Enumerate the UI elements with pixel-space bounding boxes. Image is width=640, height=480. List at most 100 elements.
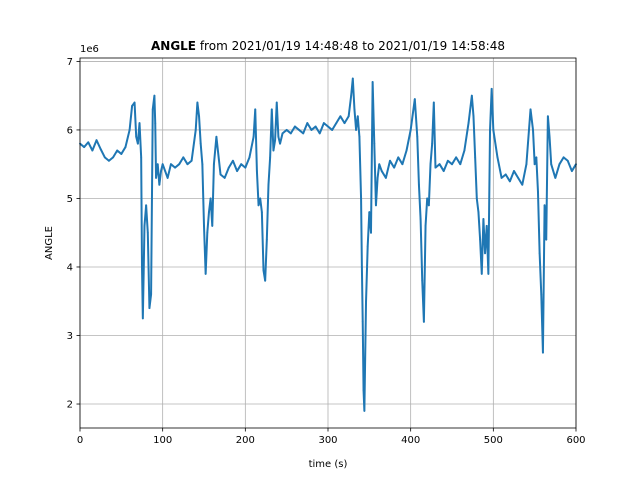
data-point — [131, 105, 133, 107]
data-point — [112, 156, 114, 159]
data-point — [361, 320, 364, 323]
data-point — [257, 204, 260, 207]
data-point — [141, 266, 143, 268]
data-point — [156, 163, 159, 166]
data-point — [182, 156, 185, 159]
data-point — [529, 108, 532, 111]
data-point — [215, 135, 218, 138]
data-point — [540, 293, 543, 296]
data-point — [550, 163, 553, 166]
y-offset-label: 1e6 — [80, 44, 99, 55]
data-point — [496, 156, 499, 159]
data-point — [489, 129, 491, 131]
data-point — [558, 163, 561, 166]
data-point — [427, 204, 430, 207]
data-point — [135, 135, 138, 138]
data-point — [314, 125, 317, 128]
data-point — [434, 166, 437, 169]
x-tick-label: 400 — [401, 435, 420, 446]
data-point — [208, 211, 210, 214]
data-point — [211, 224, 214, 227]
data-point — [472, 115, 475, 118]
data-point — [120, 153, 123, 155]
data-point — [103, 156, 106, 159]
data-point — [480, 272, 483, 275]
data-point — [259, 197, 262, 200]
data-point — [347, 115, 350, 118]
data-point — [397, 156, 400, 159]
data-point — [419, 218, 422, 220]
data-point — [277, 135, 280, 138]
data-point — [236, 170, 238, 172]
data-point — [170, 163, 172, 166]
data-point — [248, 156, 251, 159]
series-line-0 — [79, 77, 577, 412]
y-axis-label: ANGLE — [44, 226, 55, 260]
data-point — [424, 224, 427, 227]
data-point — [275, 101, 278, 104]
data-point — [322, 122, 325, 124]
data-point — [223, 177, 226, 179]
data-point — [525, 163, 528, 166]
data-point — [285, 129, 288, 131]
data-point — [335, 122, 338, 124]
data-point — [260, 211, 263, 214]
data-point — [358, 135, 361, 138]
data-point — [151, 108, 154, 111]
data-point — [570, 170, 573, 172]
data-point — [194, 129, 197, 131]
data-point — [384, 177, 387, 179]
x-tick-label: 300 — [318, 435, 337, 446]
y-tick-label: 6 — [67, 125, 73, 136]
y-tick-label: 3 — [67, 331, 73, 342]
data-point — [289, 132, 292, 135]
data-point — [438, 163, 441, 166]
data-point — [294, 125, 296, 128]
data-point — [373, 142, 376, 145]
data-point — [302, 132, 305, 135]
data-point — [380, 170, 383, 172]
data-point — [378, 163, 381, 166]
data-point — [470, 94, 473, 97]
data-point — [532, 129, 534, 131]
data-point — [421, 279, 424, 282]
data-point — [160, 170, 162, 172]
data-point — [446, 159, 449, 162]
data-point — [142, 272, 145, 275]
data-point — [353, 108, 356, 111]
data-point — [161, 163, 164, 166]
data-point — [310, 129, 313, 131]
data-point — [355, 129, 358, 131]
chart-title-rest: from 2021/01/19 14:48:48 to 2021/01/19 1… — [196, 39, 505, 53]
data-point — [360, 197, 362, 200]
data-point — [538, 252, 541, 255]
data-point — [482, 218, 485, 220]
data-point — [521, 183, 524, 186]
data-point — [351, 77, 354, 80]
data-point — [451, 163, 453, 166]
data-point — [318, 132, 321, 135]
data-point — [95, 139, 98, 142]
data-point — [429, 163, 432, 166]
data-point — [356, 115, 359, 118]
data-point — [475, 197, 478, 200]
data-point — [136, 142, 139, 145]
data-point — [513, 170, 515, 172]
data-point — [155, 177, 157, 179]
data-point — [201, 163, 204, 166]
data-point — [124, 146, 127, 148]
data-point — [99, 148, 102, 151]
data-point — [508, 180, 511, 183]
data-point — [153, 94, 156, 97]
data-point — [264, 279, 267, 282]
data-point — [203, 224, 205, 227]
data-point — [405, 149, 408, 152]
data-point — [548, 135, 551, 138]
data-point — [209, 197, 212, 200]
data-point — [262, 269, 265, 272]
data-point — [186, 163, 189, 166]
data-point — [227, 166, 230, 169]
x-tick-label: 600 — [566, 435, 585, 446]
data-point — [545, 238, 548, 241]
